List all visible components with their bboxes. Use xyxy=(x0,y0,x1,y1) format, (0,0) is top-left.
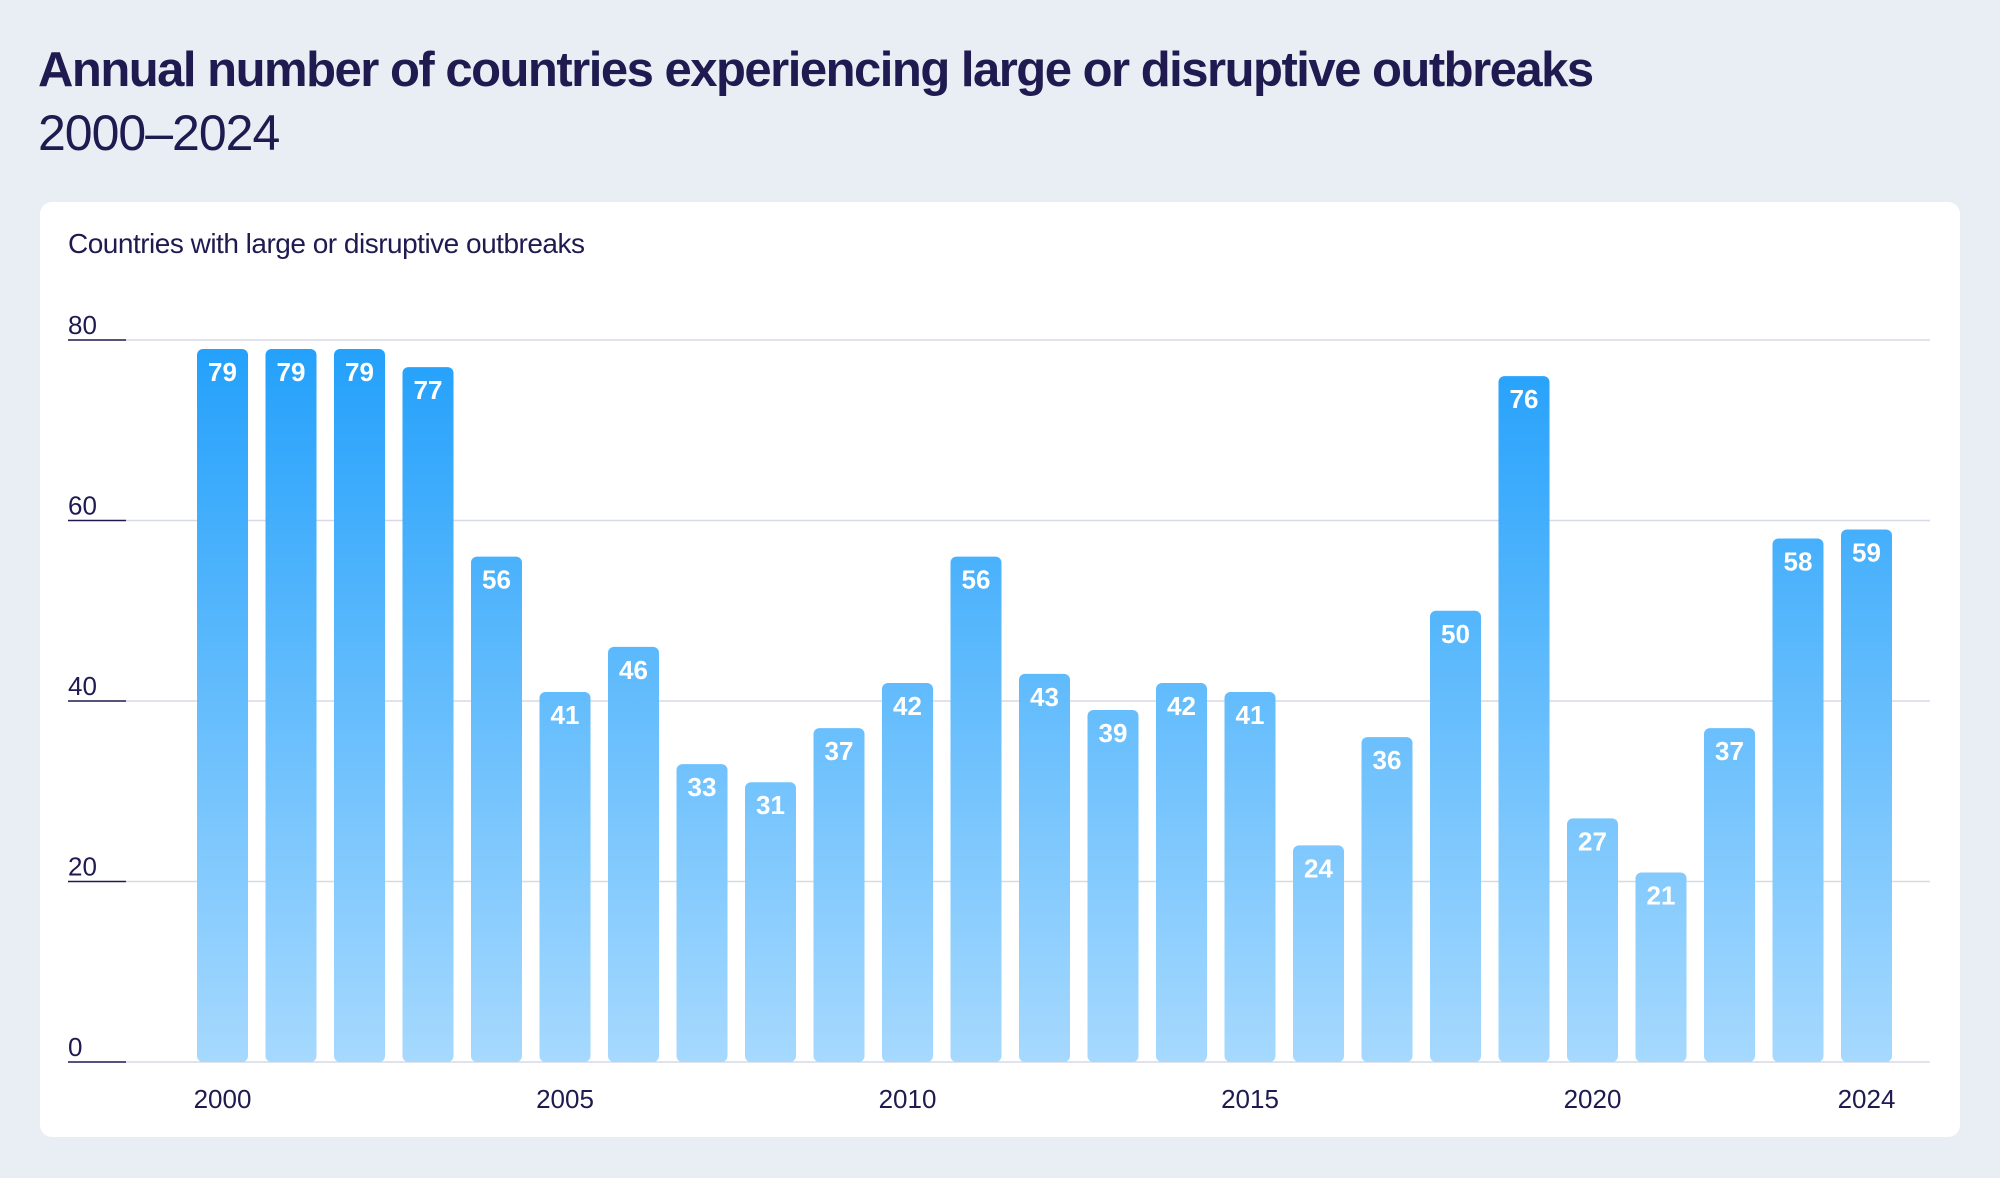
data-label-2019: 76 xyxy=(1510,384,1539,414)
bar-2004 xyxy=(471,556,522,1062)
bar-2005 xyxy=(539,691,591,1062)
chart-subtitle: 2000–2024 xyxy=(38,105,280,161)
bar-2007 xyxy=(676,764,728,1062)
x-tick-label: 2010 xyxy=(879,1084,937,1114)
data-label-2004: 56 xyxy=(482,565,511,595)
data-label-2005: 41 xyxy=(551,700,580,730)
y-axis-label: Countries with large or disruptive outbr… xyxy=(68,228,585,259)
x-tick-label: 2015 xyxy=(1221,1084,1279,1114)
bar-2002 xyxy=(334,349,385,1062)
data-label-2017: 36 xyxy=(1373,745,1402,775)
data-label-2008: 31 xyxy=(756,790,785,820)
bar-2003 xyxy=(402,367,454,1062)
data-label-2023: 58 xyxy=(1784,547,1813,577)
x-tick-label: 2000 xyxy=(194,1084,252,1114)
bar-2001 xyxy=(265,349,317,1062)
data-label-2021: 21 xyxy=(1647,880,1676,910)
chart-title: Annual number of countries experiencing … xyxy=(38,43,1594,97)
bar-2016 xyxy=(1293,845,1344,1062)
bar-2017 xyxy=(1361,737,1413,1062)
bar-2013 xyxy=(1087,710,1139,1062)
bar-2023 xyxy=(1772,538,1824,1062)
bar-2022 xyxy=(1704,728,1755,1062)
bar-2008 xyxy=(745,782,796,1062)
data-label-2020: 27 xyxy=(1578,826,1607,856)
y-tick-label: 40 xyxy=(68,671,97,701)
data-label-2006: 46 xyxy=(619,655,648,685)
bar-2018 xyxy=(1430,610,1481,1062)
data-label-2015: 41 xyxy=(1236,700,1265,730)
bar-2015 xyxy=(1224,691,1276,1062)
y-tick-label: 80 xyxy=(68,310,97,340)
data-label-2024: 59 xyxy=(1852,538,1881,568)
data-label-2011: 56 xyxy=(962,565,991,595)
x-tick-label: 2024 xyxy=(1838,1084,1896,1114)
bar-2012 xyxy=(1019,673,1070,1062)
bar-2010 xyxy=(882,682,933,1062)
bar-2020 xyxy=(1567,818,1618,1062)
bar-2024 xyxy=(1841,529,1892,1062)
data-label-2001: 79 xyxy=(277,357,306,387)
data-label-2000: 79 xyxy=(208,357,237,387)
data-label-2010: 42 xyxy=(893,691,922,721)
x-tick-label: 2005 xyxy=(536,1084,594,1114)
data-label-2002: 79 xyxy=(345,357,374,387)
data-label-2018: 50 xyxy=(1441,619,1470,649)
bar-2000 xyxy=(197,349,248,1062)
y-tick-label: 0 xyxy=(68,1032,82,1062)
data-label-2014: 42 xyxy=(1167,691,1196,721)
data-label-2022: 37 xyxy=(1715,736,1744,766)
data-label-2003: 77 xyxy=(414,375,443,405)
bar-2014 xyxy=(1156,682,1207,1062)
data-label-2009: 37 xyxy=(825,736,854,766)
data-label-2013: 39 xyxy=(1099,718,1128,748)
data-label-2012: 43 xyxy=(1030,682,1059,712)
bar-2009 xyxy=(813,728,865,1062)
data-label-2007: 33 xyxy=(688,772,717,802)
y-tick-label: 20 xyxy=(68,852,97,882)
bar-2011 xyxy=(950,556,1002,1062)
bar-2006 xyxy=(608,646,659,1062)
bar-2021 xyxy=(1635,872,1687,1062)
y-tick-label: 60 xyxy=(68,491,97,521)
x-tick-label: 2020 xyxy=(1564,1084,1622,1114)
bar-2019 xyxy=(1498,376,1550,1063)
data-label-2016: 24 xyxy=(1304,853,1333,883)
